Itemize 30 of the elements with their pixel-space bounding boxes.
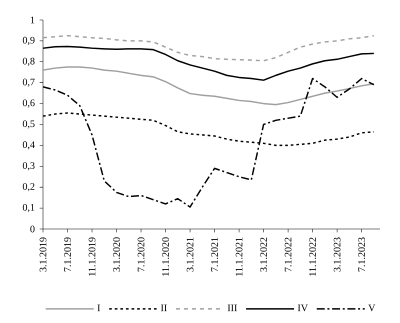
x-tick-label: 11.1.2022 (309, 238, 316, 276)
y-tick-label: 0,7 (22, 78, 35, 87)
legend-label: I (97, 304, 100, 312)
x-tick-label: 7.1.2021 (211, 238, 218, 272)
legend-label: III (228, 304, 237, 312)
legend-label: V (368, 304, 376, 312)
x-tick-label: 7.1.2019 (64, 237, 71, 272)
x-tick-label: 3.1.2019 (40, 237, 46, 272)
y-tick-label: 0,1 (22, 204, 34, 212)
y-tick-label: 0,9 (22, 36, 35, 45)
y-tick-label: 1 (30, 16, 34, 24)
y-tick-label: 0,5 (22, 120, 35, 129)
x-tick-label: 11.1.2020 (162, 237, 169, 276)
y-tick-label: 0 (30, 226, 35, 232)
x-tick-label: 7.1.2023 (358, 237, 366, 272)
x-tick-label: 3.1.2020 (113, 237, 120, 272)
x-tick-label: 7.1.2022 (284, 238, 292, 272)
y-tick-label: 0,4 (22, 141, 35, 150)
legend-label: II (160, 304, 167, 312)
y-tick-label: 0,2 (22, 183, 34, 192)
x-tick-label: 3.1.2021 (186, 238, 194, 272)
y-tick-label: 0,6 (22, 99, 35, 108)
legend-label: IV (298, 304, 308, 312)
x-tick-label: 7.1.2020 (138, 237, 144, 272)
y-tick-label: 0,3 (22, 162, 35, 170)
x-tick-label: 3.1.2022 (260, 238, 267, 272)
x-tick-label: 11.1.2019 (88, 237, 96, 276)
x-tick-label: 11.1.2021 (236, 238, 242, 276)
y-tick-label: 0,8 (22, 58, 35, 66)
x-tick-label: 3.1.2023 (334, 237, 341, 272)
